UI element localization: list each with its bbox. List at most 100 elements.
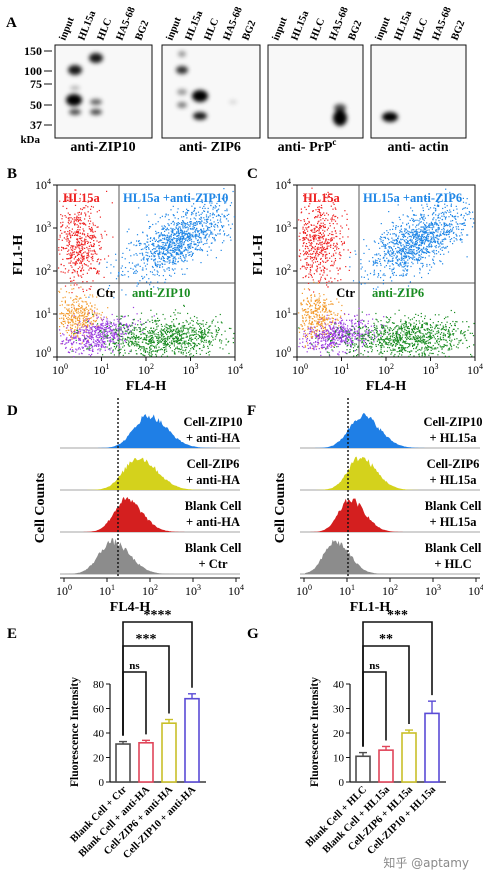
scatter-point [186, 209, 187, 210]
scatter-point [196, 353, 197, 354]
scatter-point [426, 264, 427, 265]
scatter-point [401, 231, 402, 232]
scatter-point [69, 214, 70, 215]
scatter-point [121, 316, 122, 317]
scatter-point [72, 245, 73, 246]
scatter-point [191, 214, 192, 215]
scatter-point [173, 258, 174, 259]
scatter-point [176, 332, 177, 333]
scatter-point [78, 305, 79, 306]
scatter-point [94, 345, 95, 346]
scatter-point [223, 225, 224, 226]
scatter-point [73, 351, 74, 352]
scatter-point [435, 247, 436, 248]
scatter-point [83, 318, 84, 319]
scatter-point [217, 233, 218, 234]
scatter-point [153, 274, 154, 275]
scatter-point [165, 338, 166, 339]
scatter-point [355, 254, 356, 255]
scatter-point [122, 275, 123, 276]
scatter-point [219, 230, 220, 231]
scatter-point [105, 327, 106, 328]
scatter-point [75, 317, 76, 318]
scatter-point [146, 215, 147, 216]
scatter-point [103, 342, 104, 343]
scatter-point [201, 328, 202, 329]
scatter-point [405, 253, 406, 254]
scatter-point [172, 252, 173, 253]
scatter-point [192, 234, 193, 235]
scatter-point [80, 219, 81, 220]
scatter-point [79, 321, 80, 322]
scatter-point [383, 275, 384, 276]
scatter-point [203, 347, 204, 348]
scatter-point [168, 237, 169, 238]
scatter-point [179, 223, 180, 224]
scatter-point [306, 258, 307, 259]
scatter-point [203, 231, 204, 232]
kda-label: kDa [20, 134, 40, 146]
scatter-point [154, 237, 155, 238]
scatter-point [211, 250, 212, 251]
scatter-point [173, 260, 174, 261]
scatter-point [174, 343, 175, 344]
scatter-point [427, 249, 428, 250]
scatter-point [313, 247, 314, 248]
scatter-point [383, 273, 384, 274]
scatter-point [156, 323, 157, 324]
scatter-point [184, 347, 185, 348]
scatter-point [428, 209, 429, 210]
scatter-point [401, 249, 402, 250]
scatter-point [307, 246, 308, 247]
scatter-point [66, 330, 67, 331]
scatter-point [145, 322, 146, 323]
scatter-point [325, 227, 326, 228]
scatter-point [423, 248, 424, 249]
band [68, 65, 82, 75]
scatter-point [91, 244, 92, 245]
scatter-point [214, 240, 215, 241]
scatter-point [323, 272, 324, 273]
scatter-point [79, 343, 80, 344]
scatter-point [81, 250, 82, 251]
scatter-point [89, 330, 90, 331]
scatter-point [70, 222, 71, 223]
scatter-point [214, 221, 215, 222]
scatter-point [92, 326, 93, 327]
scatter-point [199, 323, 200, 324]
scatter-point [71, 304, 72, 305]
scatter-point [206, 216, 207, 217]
scatter-point [114, 319, 115, 320]
scatter-point [206, 230, 207, 231]
scatter-point [65, 215, 66, 216]
scatter-point [372, 257, 373, 258]
scatter-point [62, 333, 63, 334]
scatter-point [130, 326, 131, 327]
scatter-point [74, 263, 75, 264]
scatter-point [334, 216, 335, 217]
band [66, 94, 82, 106]
scatter-point [107, 318, 108, 319]
scatter-point [141, 313, 142, 314]
marker-50: 50 [30, 98, 42, 112]
scatter-point [416, 243, 417, 244]
scatter-point [323, 269, 324, 270]
scatter-point [88, 250, 89, 251]
scatter-point [456, 228, 457, 229]
scatter-point [59, 292, 60, 293]
scatter-point [407, 266, 408, 267]
scatter-point [401, 251, 402, 252]
scatter-point [333, 255, 334, 256]
scatter-point [85, 301, 86, 302]
scatter-point [104, 317, 105, 318]
scatter-point [173, 250, 174, 251]
scatter-point [107, 338, 108, 339]
scatter-point [323, 243, 324, 244]
scatter-point [378, 275, 379, 276]
scatter-point [63, 334, 64, 335]
scatter-point [345, 266, 346, 267]
scatter-point [77, 271, 78, 272]
scatter-point [216, 334, 217, 335]
scatter-point [183, 305, 184, 306]
scatter-point [315, 246, 316, 247]
